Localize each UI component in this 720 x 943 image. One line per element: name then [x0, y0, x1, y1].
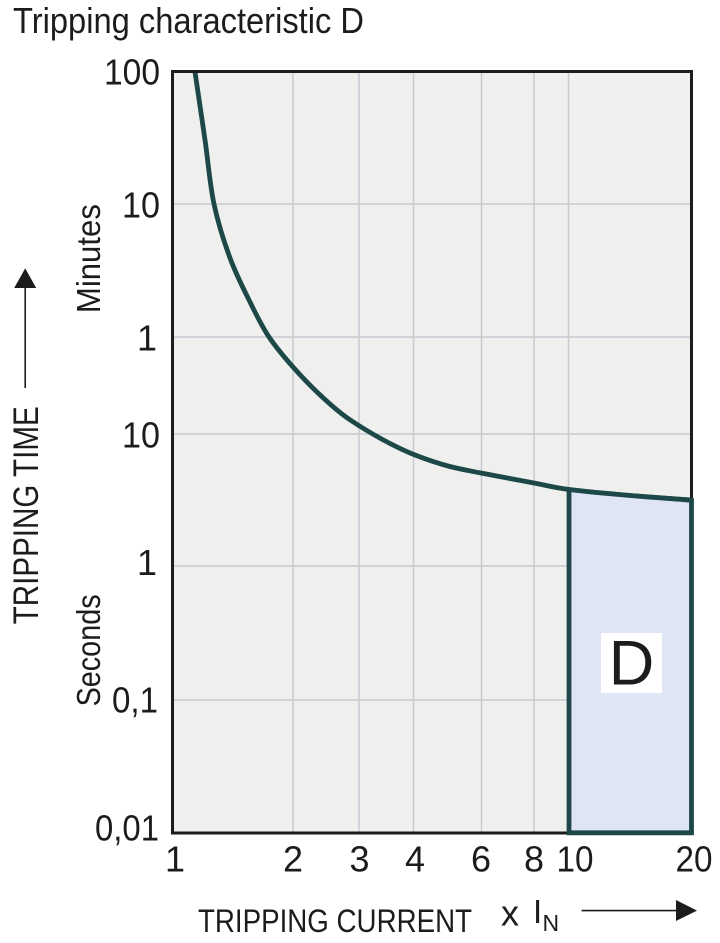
- svg-text:Seconds: Seconds: [70, 594, 107, 706]
- svg-text:0,1: 0,1: [112, 680, 158, 721]
- svg-text:Tripping characteristic D: Tripping characteristic D: [13, 0, 364, 41]
- svg-text:I: I: [533, 893, 542, 930]
- svg-text:20: 20: [676, 839, 713, 880]
- svg-text:0,01: 0,01: [95, 808, 159, 849]
- svg-text:4: 4: [405, 839, 425, 880]
- svg-text:2: 2: [283, 839, 303, 880]
- svg-text:1: 1: [165, 839, 185, 880]
- svg-text:100: 100: [104, 52, 160, 93]
- svg-text:x: x: [501, 892, 519, 933]
- svg-text:10: 10: [557, 839, 594, 880]
- svg-text:1: 1: [137, 542, 157, 583]
- svg-text:10: 10: [122, 185, 160, 226]
- svg-text:Minutes: Minutes: [70, 204, 107, 313]
- svg-text:D: D: [609, 629, 655, 699]
- svg-text:6: 6: [471, 839, 491, 880]
- svg-text:3: 3: [349, 839, 369, 880]
- svg-text:N: N: [543, 910, 560, 936]
- svg-text:TRIPPING CURRENT: TRIPPING CURRENT: [198, 903, 472, 939]
- svg-text:TRIPPING TIME: TRIPPING TIME: [7, 406, 46, 624]
- svg-text:8: 8: [524, 839, 544, 880]
- svg-text:10: 10: [122, 415, 160, 456]
- svg-text:1: 1: [137, 317, 157, 358]
